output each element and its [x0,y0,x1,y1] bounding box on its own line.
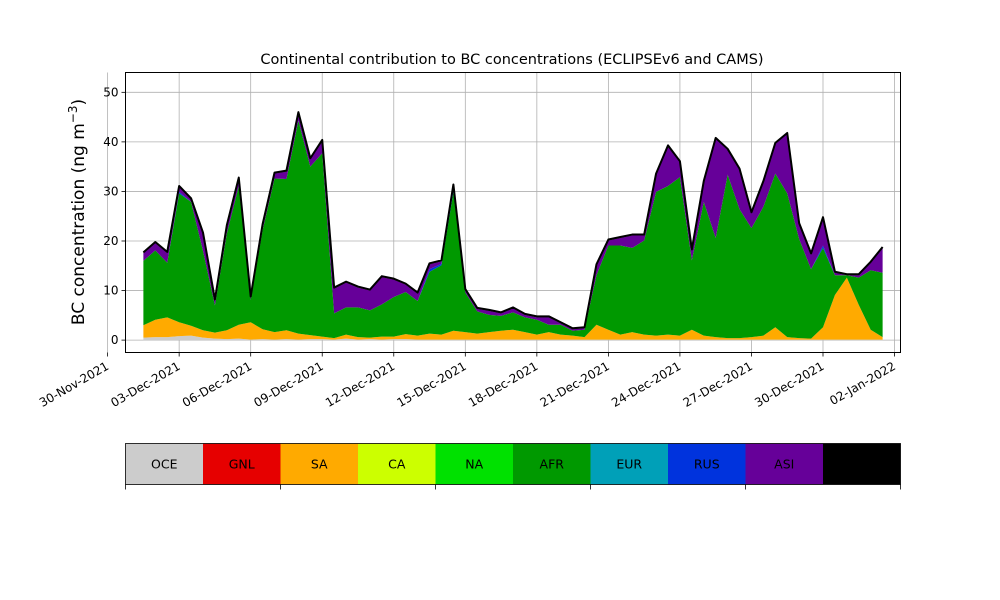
x-tick-label: 18-Dec-2021 [466,359,540,410]
x-tick-label: 30-Nov-2021 [37,359,111,410]
colorbar-label-eur: EUR [616,457,642,472]
y-axis-ticks: 0 10 20 30 40 50 [103,85,126,347]
colorbar-swatch-gnl [203,443,281,485]
y-tick-label: 50 [103,85,118,99]
y-axis-label: BC concentration (ng m−3) [66,99,89,325]
colorbar-label-asi: ASI [774,457,794,472]
region-colorbar: OCE GNL SA CA NA AFR EUR RUS ASI AUS [125,443,901,490]
plot-frame [125,72,901,353]
colorbar-swatch-ca [358,443,436,485]
colorbar-label-aus: AUS [849,457,875,472]
area-sa [143,277,883,340]
colorbar-swatch-na [435,443,513,485]
y-tick-label: 10 [103,284,118,298]
x-tick-label: 21-Dec-2021 [538,359,612,410]
x-tick-label: 12-Dec-2021 [323,359,397,410]
area-afr [143,120,883,339]
colorbar-swatch-aus [823,443,901,485]
colorbar-swatch-afr [513,443,591,485]
colorbar-swatch-oce [125,443,203,485]
x-tick-label: 06-Dec-2021 [180,359,254,410]
total-line [142,111,884,330]
y-axis-label-main: BC concentration (ng m [69,123,89,325]
x-tick-label: 15-Dec-2021 [395,359,469,410]
colorbar-swatch-sa [280,443,358,485]
colorbar-frame [125,443,901,485]
colorbar-swatch-eur [590,443,668,485]
colorbar-label-sa: SA [311,457,328,472]
colorbar-label-na: NA [465,457,483,472]
chart-title: Continental contribution to BC concentra… [260,52,763,68]
x-tick-label: 09-Dec-2021 [251,359,325,410]
colorbar-label-gnl: GNL [229,457,255,472]
colorbar-swatch-rus [668,443,746,485]
x-axis-ticks: 30-Nov-202103-Dec-202106-Dec-202109-Dec-… [37,352,898,410]
x-tick-label: 30-Dec-2021 [752,359,826,410]
colorbar-label-afr: AFR [540,457,565,472]
y-axis-label-sup: −3 [66,105,80,123]
y-tick-label: 0 [111,333,119,347]
y-tick-label: 30 [103,184,118,198]
x-tick-label: 24-Dec-2021 [609,359,683,410]
total-concentration-line [142,111,884,330]
colorbar-swatch-asi [745,443,823,485]
x-tick-label: 03-Dec-2021 [108,359,182,410]
stacked-areas [143,112,883,341]
x-tick-label: 27-Dec-2021 [681,359,755,410]
y-tick-label: 40 [103,135,118,149]
colorbar-label-oce: OCE [151,457,178,472]
area-oce [143,335,883,341]
y-tick-label: 20 [103,234,118,248]
x-tick-label: 02-Jan-2022 [827,359,898,408]
colorbar-label-rus: RUS [694,457,720,472]
y-axis-label-end: ) [69,99,89,106]
colorbar-label-ca: CA [388,457,406,472]
